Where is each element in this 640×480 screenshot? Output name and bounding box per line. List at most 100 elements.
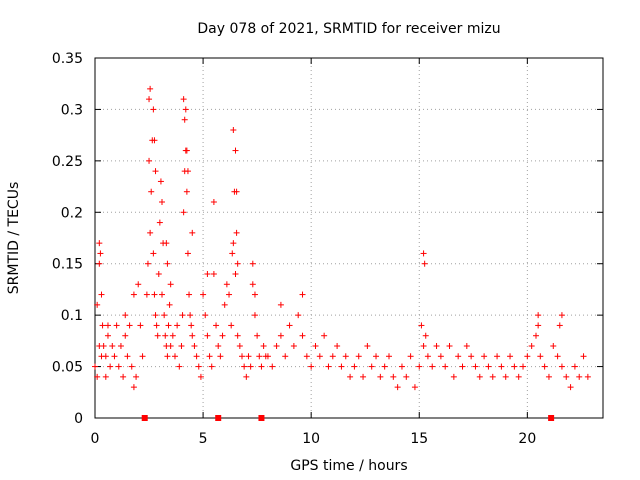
data-point — [403, 373, 410, 380]
data-point — [133, 373, 140, 380]
data-point — [351, 363, 358, 370]
data-point — [232, 147, 239, 154]
data-point — [152, 168, 159, 175]
data-point — [472, 363, 479, 370]
data-point — [96, 240, 103, 247]
data-point — [135, 281, 142, 288]
data-point — [99, 322, 106, 329]
data-point — [535, 312, 542, 319]
data-point — [373, 353, 380, 360]
data-point — [550, 343, 557, 349]
data-point — [104, 322, 111, 329]
data-point — [151, 137, 158, 144]
data-point — [144, 260, 151, 267]
data-point — [442, 363, 449, 370]
data-point — [507, 353, 514, 360]
data-point — [204, 271, 211, 277]
gap-marker — [141, 415, 148, 421]
data-point — [188, 322, 195, 329]
grid — [95, 58, 603, 418]
x-tick-label: 15 — [410, 431, 428, 447]
data-point — [243, 373, 250, 380]
data-point — [251, 312, 258, 319]
data-point — [249, 281, 256, 288]
data-point — [186, 291, 193, 298]
data-point — [233, 229, 240, 236]
data-point — [303, 353, 310, 360]
data-point — [277, 301, 284, 308]
data-point — [418, 322, 425, 329]
x-axis-label: GPS time / hours — [290, 458, 407, 474]
data-point — [273, 343, 280, 349]
data-point — [137, 322, 144, 329]
data-point — [455, 353, 462, 360]
data-point — [128, 363, 135, 370]
data-point — [215, 343, 222, 349]
data-point — [520, 363, 527, 370]
data-point — [377, 373, 384, 380]
data-point — [433, 343, 440, 349]
data-point — [494, 353, 501, 360]
y-tick-label: 0.25 — [52, 154, 83, 170]
data-point — [541, 363, 548, 370]
data-point — [260, 343, 267, 349]
data-point — [162, 332, 169, 339]
data-point — [219, 332, 226, 339]
data-point — [166, 301, 173, 308]
gap-marker — [215, 415, 222, 421]
data-point — [236, 343, 243, 349]
y-tick-label: 0.1 — [61, 308, 83, 324]
data-point — [584, 373, 591, 380]
data-point — [102, 353, 109, 360]
data-point — [329, 353, 336, 360]
data-point — [200, 291, 207, 298]
data-point — [398, 363, 405, 370]
x-tick-label: 10 — [302, 431, 320, 447]
data-point — [213, 322, 220, 329]
data-point — [97, 250, 104, 257]
data-point — [567, 384, 574, 391]
data-point — [182, 106, 189, 113]
data-point — [364, 343, 371, 349]
data-point — [183, 147, 190, 154]
gap-markers — [141, 415, 555, 421]
data-point — [254, 332, 261, 339]
data-point — [178, 343, 185, 349]
gap-marker — [548, 415, 555, 421]
data-point — [321, 332, 328, 339]
data-point — [420, 343, 427, 349]
data-point — [228, 322, 235, 329]
data-point — [234, 260, 241, 267]
data-point — [446, 343, 453, 349]
data-point — [164, 353, 171, 360]
data-point — [221, 301, 228, 308]
data-point — [422, 332, 429, 339]
data-point — [126, 322, 133, 329]
data-point — [179, 312, 186, 319]
data-point — [368, 363, 375, 370]
data-point — [204, 332, 211, 339]
data-point — [556, 322, 563, 329]
data-point — [184, 250, 191, 257]
data-point — [338, 363, 345, 370]
data-point — [463, 343, 470, 349]
data-point — [420, 250, 427, 257]
data-point — [312, 343, 319, 349]
data-point — [217, 353, 224, 360]
data-point — [187, 312, 194, 319]
data-point — [334, 343, 341, 349]
y-tick-label: 0.3 — [61, 102, 83, 118]
data-point — [498, 363, 505, 370]
data-point — [342, 353, 349, 360]
data-point — [147, 229, 154, 236]
y-tick-label: 0 — [74, 411, 83, 427]
data-point — [180, 209, 187, 216]
data-point — [502, 373, 509, 380]
data-point — [394, 384, 401, 391]
data-point — [256, 353, 263, 360]
data-point — [390, 373, 397, 380]
data-point — [98, 291, 105, 298]
data-point — [184, 168, 191, 175]
data-point — [210, 199, 217, 205]
